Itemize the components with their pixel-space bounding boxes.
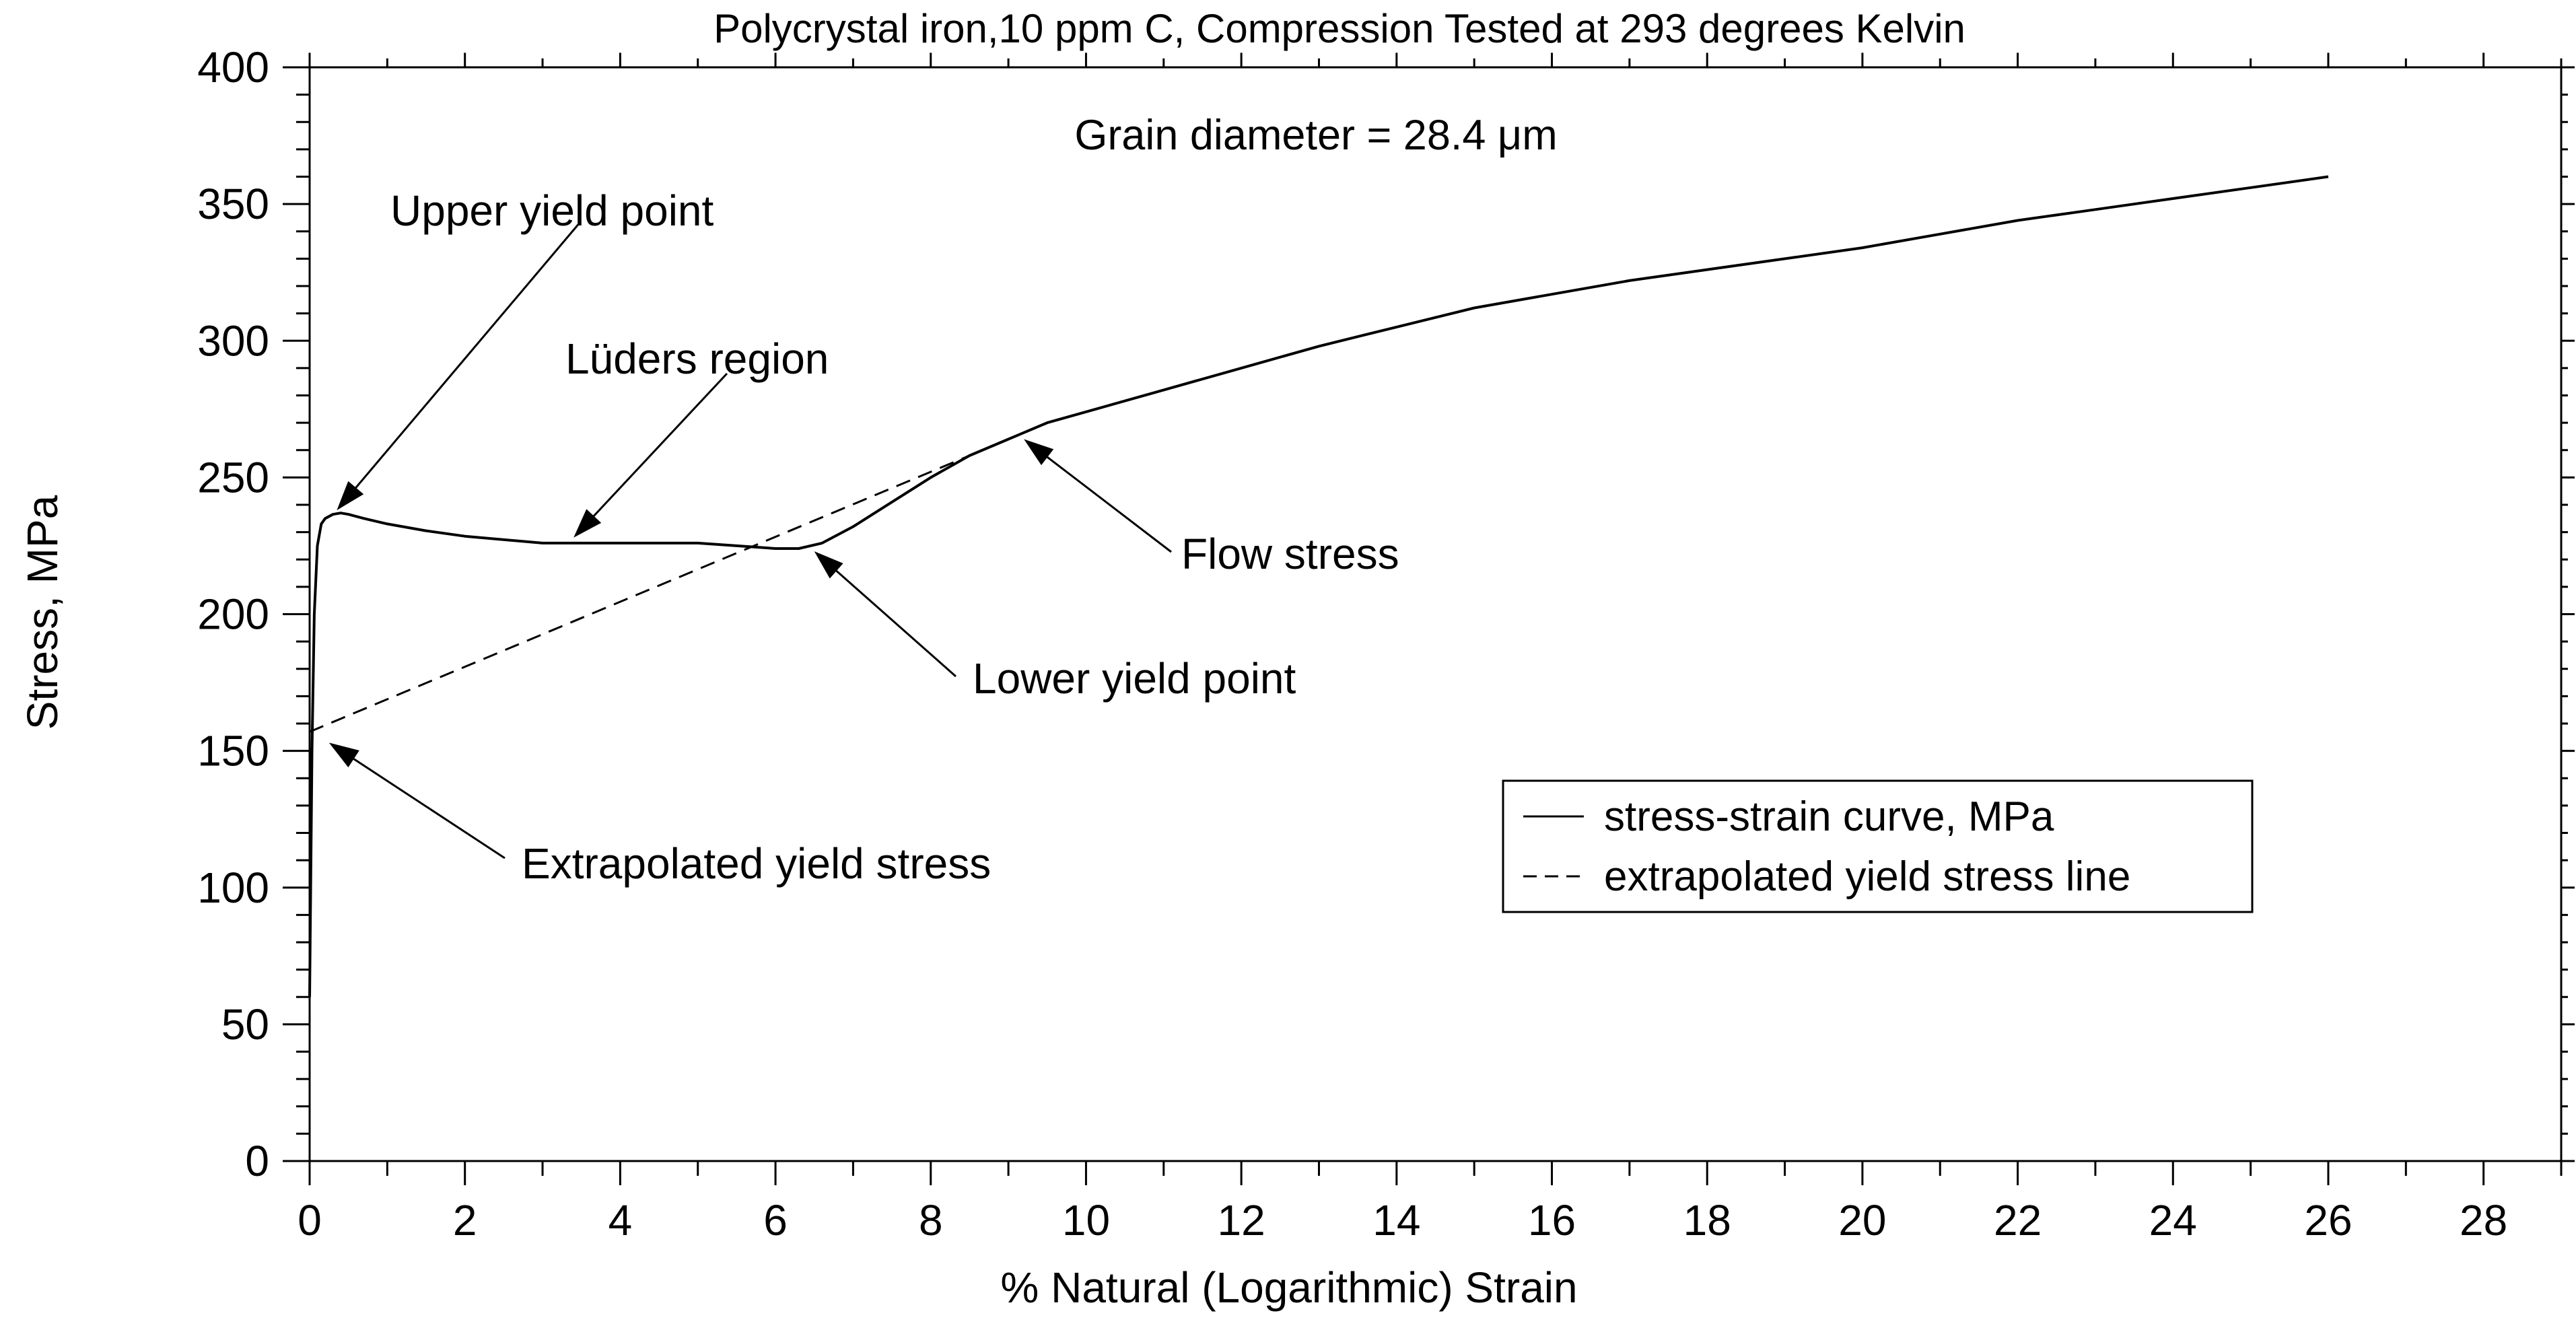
legend: stress-strain curve, MPa extrapolated yi… (1502, 779, 2254, 913)
x-tick-label: 26 (2304, 1196, 2352, 1244)
annotation-arrow-upper-yield (339, 221, 582, 508)
y-tick-label: 400 (197, 43, 269, 92)
stress-strain-curve (308, 175, 2329, 997)
y-axis-label: Stress, MPa (18, 495, 67, 730)
y-tick-label: 300 (197, 316, 269, 365)
grain-diameter-note: Grain diameter = 28.4 μm (1074, 112, 1557, 159)
x-tick-label: 28 (2460, 1196, 2507, 1244)
y-tick-label: 50 (221, 1000, 269, 1049)
legend-box (1502, 779, 2254, 913)
annotation-arrow-extrapolated (332, 744, 506, 859)
x-tick-label: 6 (763, 1196, 788, 1244)
y-tick-label: 250 (197, 453, 269, 501)
annotation-arrowhead-lower-yield (814, 551, 843, 579)
y-tick-label: 100 (197, 864, 269, 912)
x-axis-label: % Natural (Logarithmic) Strain (1000, 1263, 1577, 1312)
x-tick-label: 18 (1683, 1196, 1731, 1244)
annotation-arrowhead-flow-stress (1024, 439, 1054, 466)
annotation-arrow-luders (576, 372, 728, 536)
y-tick-label: 150 (197, 727, 269, 775)
y-tick-label: 350 (197, 180, 269, 228)
annotation-label-lower-yield: Lower yield point (973, 654, 1296, 703)
annotation-label-extrapolated: Extrapolated yield stress (522, 839, 991, 888)
legend-label-stress-strain: stress-strain curve, MPa (1604, 794, 2054, 840)
y-tick-label: 200 (197, 590, 269, 639)
series-layer (308, 175, 2329, 997)
y-tick-label: 0 (245, 1137, 269, 1185)
x-tick-label: 0 (298, 1196, 322, 1244)
extrapolated-yield-line (309, 454, 970, 733)
y-axis: 0 50 100 150 200 250 300 350 400 (197, 43, 2575, 1185)
legend-label-extrapolated: extrapolated yield stress line (1604, 853, 2130, 900)
annotation-arrowhead-upper-yield (337, 481, 364, 511)
annotation-layer: Upper yield point Lüders region Flow stres… (328, 186, 1399, 888)
annotation-label-luders: Lüders region (565, 335, 829, 383)
x-tick-label: 4 (608, 1196, 633, 1244)
chart-title: Polycrystal iron,10 ppm C, Compression T… (713, 6, 1965, 51)
annotation-label-flow-stress: Flow stress (1181, 530, 1399, 578)
x-tick-label: 14 (1372, 1196, 1420, 1244)
annotation-label-upper-yield: Upper yield point (390, 186, 714, 235)
x-tick-label: 8 (919, 1196, 943, 1244)
x-tick-label: 24 (2149, 1196, 2197, 1244)
x-tick-label: 16 (1528, 1196, 1576, 1244)
x-tick-label: 20 (1838, 1196, 1886, 1244)
x-tick-label: 2 (453, 1196, 477, 1244)
annotation-arrow-lower-yield (816, 553, 956, 678)
x-tick-label: 10 (1062, 1196, 1110, 1244)
x-tick-label: 22 (1994, 1196, 2042, 1244)
annotation-arrowhead-luders (573, 509, 602, 538)
x-tick-label: 12 (1218, 1196, 1265, 1244)
x-axis: 0 2 4 6 8 10 12 14 16 18 20 22 24 26 28 (298, 52, 2563, 1244)
annotation-arrow-flow-stress (1026, 440, 1172, 553)
annotation-arrowhead-extrapolated (328, 742, 359, 768)
